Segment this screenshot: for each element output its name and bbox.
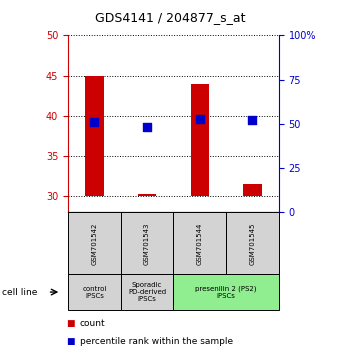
Point (144, 125, 150, 130)
Bar (85, 76, 104, 196)
Bar (243, 184, 262, 196)
Text: count: count (80, 319, 105, 329)
Text: control
IPSCs: control IPSCs (82, 286, 106, 298)
Text: GSM701545: GSM701545 (250, 222, 255, 264)
Bar (138, 194, 156, 196)
Text: cell line: cell line (2, 287, 37, 297)
Bar (190, 84, 209, 196)
Point (197, 116, 202, 121)
Point (91, 119, 97, 125)
Text: ■: ■ (66, 337, 75, 346)
Text: GDS4141 / 204877_s_at: GDS4141 / 204877_s_at (95, 11, 245, 24)
Text: GSM701542: GSM701542 (91, 222, 97, 264)
Point (250, 118, 255, 123)
Text: GSM701543: GSM701543 (144, 222, 150, 265)
Text: GSM701544: GSM701544 (197, 222, 203, 264)
Text: percentile rank within the sample: percentile rank within the sample (80, 337, 233, 346)
Text: Sporadic
PD-derived
iPSCs: Sporadic PD-derived iPSCs (128, 282, 166, 302)
Text: presenilin 2 (PS2)
iPSCs: presenilin 2 (PS2) iPSCs (195, 285, 257, 299)
Text: ■: ■ (66, 319, 75, 329)
